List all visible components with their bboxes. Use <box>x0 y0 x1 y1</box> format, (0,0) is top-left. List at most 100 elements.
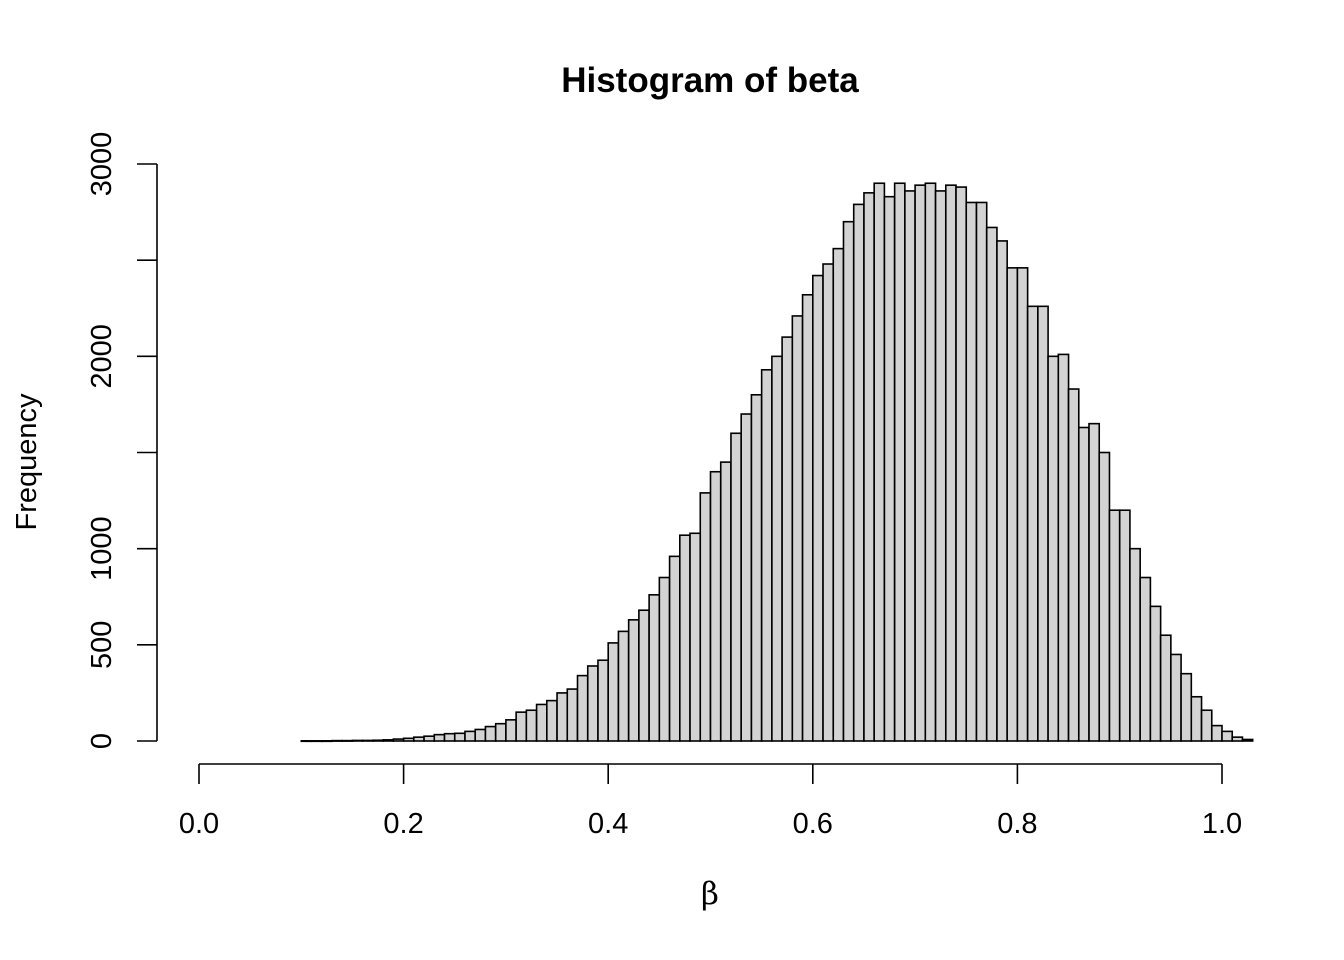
x-tick-label: 0.6 <box>793 808 833 840</box>
histogram-bar <box>617 630 630 742</box>
histogram-bar <box>1067 388 1080 742</box>
histogram-bar <box>975 201 988 742</box>
histogram-bar <box>525 709 538 742</box>
histogram-bar <box>699 492 712 742</box>
y-tick-label: 3000 <box>86 132 118 197</box>
histogram-bar <box>382 739 395 742</box>
histogram-bar <box>965 201 978 742</box>
histogram-bar <box>1057 353 1070 742</box>
histogram-bar <box>955 186 968 742</box>
histogram-bar <box>638 609 650 742</box>
histogram-bar <box>883 195 896 742</box>
histogram-bar <box>730 432 742 742</box>
histogram-bar <box>1200 709 1213 742</box>
histogram-bar <box>351 739 364 742</box>
histogram-bar <box>556 692 569 742</box>
histogram-bar <box>392 738 405 742</box>
histogram-bar <box>586 665 599 742</box>
histogram-bar <box>566 688 579 742</box>
histogram-bar <box>443 732 456 742</box>
histogram-bar <box>1118 509 1131 742</box>
histogram-bar <box>771 355 783 742</box>
histogram-bar <box>1037 305 1049 742</box>
histogram-bar <box>433 733 446 742</box>
histogram-bar <box>893 182 906 742</box>
x-tick-label: 0.2 <box>383 808 423 840</box>
histogram-bar <box>719 461 732 742</box>
histogram-bar <box>474 728 487 742</box>
histogram-bar <box>668 555 681 742</box>
histogram-bar <box>1047 355 1060 742</box>
histogram-bar <box>361 739 374 742</box>
chart-title: Histogram of beta <box>561 61 859 100</box>
histogram-bar <box>1077 426 1090 742</box>
y-tick-label: 1000 <box>86 516 118 581</box>
x-axis-label: β <box>701 876 719 912</box>
histogram-bar <box>1241 738 1254 742</box>
y-tick-label: 0 <box>86 733 118 749</box>
x-tick-label: 1.0 <box>1202 808 1242 840</box>
histogram-bar <box>597 659 609 742</box>
histogram-bar <box>341 739 354 742</box>
y-axis-label: Frequency <box>11 393 43 531</box>
histogram-bar <box>709 470 722 742</box>
histogram-bar <box>944 184 957 742</box>
histogram-bar <box>423 735 436 742</box>
histogram-bar <box>842 220 855 742</box>
x-tick-label: 0.4 <box>588 808 628 840</box>
histogram-bar <box>904 190 916 742</box>
histogram-bar <box>750 393 763 742</box>
histogram-bar <box>1190 695 1203 742</box>
histogram-bars <box>300 182 1254 743</box>
histogram-bar <box>310 740 323 743</box>
histogram-bar <box>914 184 927 742</box>
x-axis: 0.0 0.2 0.4 0.6 0.8 1.0 <box>179 763 1242 840</box>
histogram-bar <box>453 732 466 742</box>
histogram-bar <box>1139 576 1152 742</box>
histogram-bar <box>689 532 702 742</box>
histogram-bar <box>679 534 691 742</box>
histogram-bar <box>300 740 313 743</box>
histogram-bar <box>464 730 477 742</box>
histogram-bar <box>781 336 794 742</box>
histogram-bar <box>1180 672 1193 742</box>
y-tick-label: 2000 <box>86 324 118 389</box>
x-tick-label: 0.8 <box>997 808 1037 840</box>
histogram-bar <box>985 226 998 742</box>
histogram-bar <box>658 576 671 742</box>
histogram-bar <box>822 263 835 742</box>
histogram-bar <box>996 240 1008 742</box>
histogram-bar <box>934 190 947 742</box>
histogram-bar <box>1170 653 1182 742</box>
histogram-bar <box>1159 634 1172 742</box>
histogram-bar <box>331 739 344 742</box>
histogram-bar <box>1129 547 1141 742</box>
histogram-bar <box>607 642 620 742</box>
histogram-bar <box>863 192 875 742</box>
histogram-bar <box>1098 451 1111 742</box>
histogram-bar <box>320 740 333 743</box>
histogram-bar <box>505 719 517 742</box>
histogram-bar <box>494 722 507 742</box>
y-axis: 0 500 1000 2000 3000 <box>86 132 158 749</box>
histogram-bar <box>402 737 415 742</box>
histogram-bar <box>546 699 558 742</box>
histogram-bar <box>791 315 804 742</box>
histogram-bar <box>1231 736 1244 742</box>
histogram-bar <box>1210 724 1223 742</box>
histogram-bar <box>372 739 384 742</box>
histogram-bar <box>1006 267 1019 742</box>
histogram-bar <box>1016 267 1029 742</box>
x-tick-label: 0.0 <box>179 808 219 840</box>
histogram-bar <box>515 711 528 742</box>
histogram-bar <box>801 293 814 742</box>
histogram-bar <box>1149 605 1162 742</box>
histogram-bar <box>648 594 661 742</box>
histogram-bar <box>832 247 845 742</box>
histogram-bar <box>576 674 589 742</box>
histogram-bar <box>852 203 865 742</box>
histogram-bar <box>413 736 425 742</box>
histogram-bar <box>1026 305 1039 742</box>
histogram-bar <box>627 619 640 742</box>
